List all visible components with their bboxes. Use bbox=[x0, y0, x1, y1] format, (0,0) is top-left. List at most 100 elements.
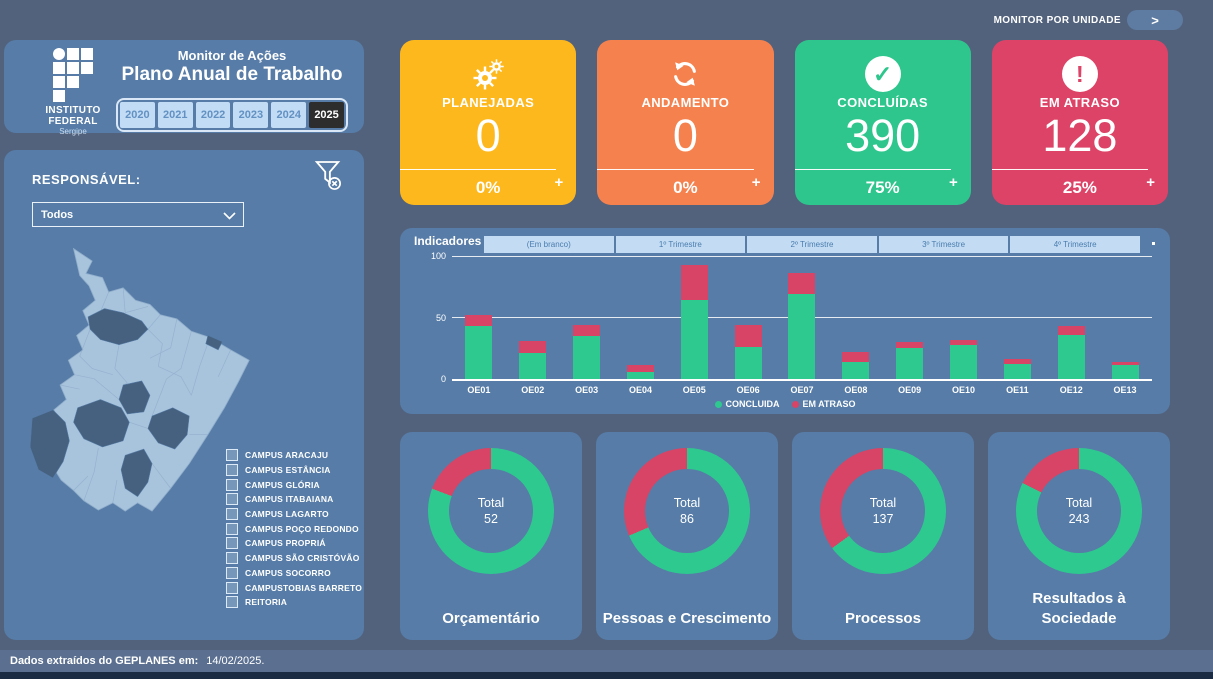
campus-label: CAMPUS ITABAIANA bbox=[245, 494, 334, 505]
bar-group-OE08[interactable]: OE08 bbox=[829, 256, 883, 395]
checkbox-campus-itabaiana[interactable] bbox=[226, 493, 238, 506]
legend-label: EM ATRASO bbox=[802, 399, 856, 409]
checkbox-campus-poco-redondo[interactable] bbox=[226, 522, 238, 535]
kpi-value: 390 bbox=[845, 110, 921, 161]
if-logo-grid-icon bbox=[53, 48, 93, 102]
bar-group-OE01[interactable]: OE01 bbox=[452, 256, 506, 395]
clear-filter-icon[interactable] bbox=[314, 160, 342, 197]
campus-label: REITORIA bbox=[245, 597, 288, 608]
bar-group-OE05[interactable]: OE05 bbox=[667, 256, 721, 395]
trimester-tab-0[interactable]: (Em branco) bbox=[484, 236, 614, 253]
kpi-card-andamento[interactable]: ANDAMENTO 0 0% + bbox=[597, 40, 774, 205]
bar-stack bbox=[573, 324, 601, 379]
legend-dot bbox=[714, 400, 722, 408]
campus-label: CAMPUS ARACAJU bbox=[245, 450, 329, 461]
bar-label: OE10 bbox=[952, 385, 976, 395]
responsavel-label: RESPONSÁVEL: bbox=[32, 172, 141, 187]
donut-card-pessoas-e-crescimento[interactable]: Total 86 Pessoas e Crescimento bbox=[596, 432, 778, 640]
bar-chart: OE01 OE02 OE03 OE04 OE05 OE06 OE07 OE08 OE09 OE10… bbox=[452, 256, 1152, 395]
kpi-value: 0 bbox=[475, 110, 501, 161]
campus-row: CAMPUS ARACAJU bbox=[226, 448, 354, 463]
trimester-tab-3[interactable]: 3º Trimestre bbox=[878, 236, 1009, 253]
bar-segment-em-atraso bbox=[519, 340, 547, 354]
donut-chart: Total 243 bbox=[1016, 448, 1142, 574]
kpi-label: CONCLUÍDAS bbox=[837, 95, 928, 110]
monitor-por-unidade-button[interactable]: > bbox=[1127, 10, 1183, 30]
campus-row: CAMPUS SOCORRO bbox=[226, 566, 354, 581]
bar-group-OE02[interactable]: OE02 bbox=[506, 256, 560, 395]
bar-stack bbox=[950, 339, 978, 379]
checkbox-campus-aracaju[interactable] bbox=[226, 449, 238, 462]
checkbox-campustobias-barreto[interactable] bbox=[226, 581, 238, 594]
donut-center: Total 86 bbox=[645, 469, 729, 553]
bar-segment-em-atraso bbox=[788, 273, 816, 295]
bar-group-OE11[interactable]: OE11 bbox=[990, 256, 1044, 395]
kpi-card-em-atraso[interactable]: ! EM ATRASO 128 25% + bbox=[991, 40, 1168, 205]
responsavel-dropdown[interactable]: Todos bbox=[32, 202, 244, 227]
bar-group-OE06[interactable]: OE06 bbox=[721, 256, 775, 395]
bar-label: OE07 bbox=[790, 385, 814, 395]
kpi-card-concluidas[interactable]: ✓ CONCLUÍDAS 390 75% + bbox=[794, 40, 971, 205]
trimester-tab-2[interactable]: 2º Trimestre bbox=[747, 236, 877, 253]
donut-title: Pessoas e Crescimento bbox=[602, 609, 772, 627]
checkbox-reitoria[interactable] bbox=[226, 596, 238, 609]
donut-card-processos[interactable]: Total 137 Processos bbox=[792, 432, 974, 640]
bar-group-OE12[interactable]: OE12 bbox=[1044, 256, 1098, 395]
campus-row: CAMPUS GLÓRIA bbox=[226, 477, 354, 492]
map-municipality-selected bbox=[205, 335, 223, 351]
trimester-tab-4[interactable]: 4º Trimestre bbox=[1010, 236, 1140, 253]
expand-button[interactable]: + bbox=[948, 174, 958, 191]
checkbox-campus-gloria[interactable] bbox=[226, 478, 238, 491]
donut-title: Orçamentário bbox=[442, 609, 540, 627]
logo-org-line1: INSTITUTO bbox=[45, 105, 101, 116]
bar-segment-concluida bbox=[465, 326, 493, 379]
bar-segment-em-atraso bbox=[734, 324, 762, 348]
expand-button[interactable]: + bbox=[1146, 174, 1155, 191]
map-municipality-selected bbox=[118, 380, 151, 415]
checkbox-campus-socorro[interactable] bbox=[226, 566, 238, 579]
year-tab-2024[interactable]: 2024 bbox=[271, 102, 307, 128]
year-tab-2021[interactable]: 2021 bbox=[157, 102, 193, 128]
expand-button[interactable]: + bbox=[751, 174, 761, 191]
campus-row: CAMPUS PROPRIÁ bbox=[226, 536, 354, 551]
checkbox-campus-lagarto[interactable] bbox=[226, 508, 238, 521]
year-tab-2025[interactable]: 2025 bbox=[309, 102, 344, 128]
map-municipality-selected bbox=[87, 308, 149, 346]
checkbox-campus-estancia[interactable] bbox=[226, 464, 238, 477]
campus-row: CAMPUS SÃO CRISTÓVÃO bbox=[226, 551, 359, 566]
campus-label: CAMPUS SOCORRO bbox=[245, 567, 331, 578]
campus-row: CAMPUS ESTÂNCIA bbox=[226, 463, 354, 478]
bar-segment-em-atraso bbox=[680, 264, 708, 301]
bar-group-OE03[interactable]: OE03 bbox=[560, 256, 614, 395]
donut-card-resultados-a-sociedade[interactable]: Total 243 Resultados à Sociedade bbox=[988, 432, 1170, 640]
year-tab-2020[interactable]: 2020 bbox=[120, 102, 155, 128]
donut-card-orcamentario[interactable]: Total 52 Orçamentário bbox=[400, 432, 582, 640]
trimester-tab-1[interactable]: 1º Trimestre bbox=[615, 236, 746, 253]
bar-segment-concluida bbox=[896, 348, 924, 379]
logo-org-line2: FEDERAL bbox=[48, 116, 98, 127]
bar-label: OE03 bbox=[575, 385, 599, 395]
bar-group-OE13[interactable]: OE13 bbox=[1098, 256, 1152, 395]
kpi-card-planejadas[interactable]: PLANEJADAS 0 0% + bbox=[400, 40, 577, 205]
year-tab-2022[interactable]: 2022 bbox=[195, 102, 231, 128]
bar-group-OE09[interactable]: OE09 bbox=[883, 256, 937, 395]
expand-button[interactable]: + bbox=[554, 174, 564, 191]
tab-scroll-indicator[interactable] bbox=[1152, 242, 1155, 245]
bar-group-OE04[interactable]: OE04 bbox=[614, 256, 668, 395]
checkbox-campus-sao-cristovao[interactable] bbox=[226, 552, 238, 565]
campus-filter-list: CAMPUS ARACAJU CAMPUS ESTÂNCIA CAMPUS GLÓR… bbox=[226, 448, 362, 610]
campus-label: CAMPUS LAGARTO bbox=[245, 509, 329, 520]
refresh-icon bbox=[597, 55, 773, 93]
bar-group-OE10[interactable]: OE10 bbox=[937, 256, 991, 395]
kpi-cards-row: PLANEJADAS 0 0% + ANDAMENTO 0 0% + ✓ CONCLUÍDAS 39… bbox=[400, 40, 1168, 205]
donut-total-value: 86 bbox=[680, 512, 694, 526]
bar-segment-em-atraso bbox=[1111, 361, 1139, 366]
year-tab-2023[interactable]: 2023 bbox=[233, 102, 269, 128]
bar-segment-concluida bbox=[573, 335, 601, 379]
checkbox-campus-propria[interactable] bbox=[226, 537, 238, 550]
bar-group-OE07[interactable]: OE07 bbox=[775, 256, 829, 395]
map-municipality-selected bbox=[29, 409, 70, 479]
sergipe-map[interactable] bbox=[26, 244, 274, 524]
monitor-por-unidade-label: MONITOR POR UNIDADE bbox=[993, 15, 1121, 26]
